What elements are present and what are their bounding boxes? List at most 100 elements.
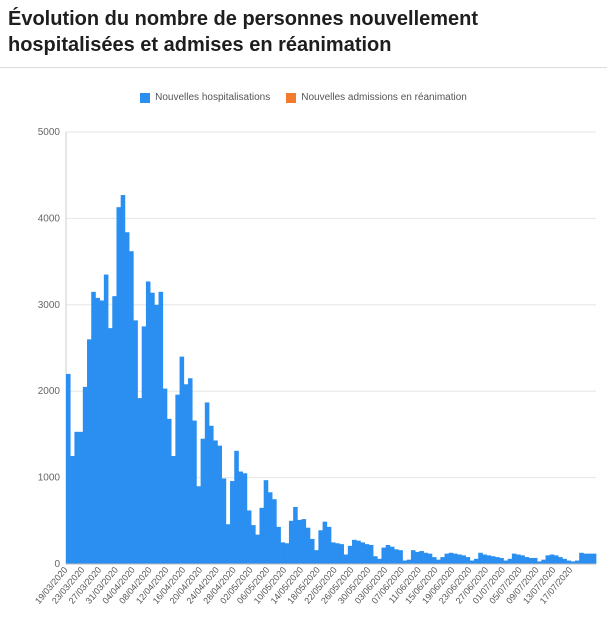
bar: [204, 402, 210, 564]
bar: [516, 554, 521, 564]
chart-title: Évolution du nombre de personnes nouvell…: [8, 6, 598, 58]
bar: [213, 440, 218, 564]
bar: [419, 551, 424, 564]
bar: [297, 519, 302, 564]
bar: [566, 560, 572, 564]
bar: [112, 296, 117, 564]
bar: [495, 557, 500, 564]
bar: [427, 553, 433, 564]
bar: [482, 554, 487, 564]
bar: [108, 328, 113, 564]
bar: [280, 542, 286, 564]
bar: [579, 552, 584, 564]
bar: [368, 544, 374, 564]
bar: [251, 525, 256, 564]
bar: [305, 527, 311, 564]
bar: [389, 546, 395, 564]
legend-swatch-reanimation: [286, 92, 297, 103]
bar: [242, 473, 248, 564]
bar: [272, 499, 277, 564]
bar: [339, 544, 344, 564]
bar: [398, 550, 403, 564]
chart-header: Évolution du nombre de personnes nouvell…: [0, 0, 607, 68]
bar: [74, 431, 79, 564]
bar: [133, 320, 138, 564]
bar: [402, 560, 408, 564]
bar: [532, 557, 538, 564]
bar: [124, 232, 130, 564]
bar: [154, 304, 159, 564]
bar: [293, 506, 298, 564]
bar: [520, 555, 525, 564]
bar: [209, 425, 214, 564]
bar: [503, 560, 509, 564]
bar: [230, 481, 235, 564]
bar: [120, 195, 126, 564]
bar: [116, 207, 122, 564]
bar: [66, 373, 71, 564]
legend-label-reanimation: Nouvelles admissions en réanimation: [301, 92, 467, 103]
bar: [524, 557, 530, 564]
bar: [499, 557, 504, 564]
bar: [541, 559, 546, 564]
bar: [373, 556, 378, 564]
bar: [457, 554, 462, 564]
bar: [196, 486, 201, 564]
bar: [162, 388, 168, 564]
y-tick-label: 3000: [38, 300, 61, 311]
bar: [318, 530, 323, 564]
bar: [444, 553, 450, 564]
bar: [360, 542, 366, 564]
bar: [343, 554, 349, 564]
bar: [352, 539, 357, 564]
bar: [99, 300, 105, 564]
bar: [82, 386, 88, 564]
bar: [145, 281, 151, 564]
bar: [406, 559, 412, 564]
bar: [87, 339, 92, 564]
bar: [192, 420, 197, 564]
y-tick-label: 0: [54, 559, 60, 570]
bar: [137, 398, 143, 564]
bar: [263, 480, 269, 564]
bar: [587, 553, 593, 564]
y-tick-label: 2000: [38, 386, 61, 397]
y-tick-label: 1000: [38, 473, 61, 484]
bar: [221, 478, 227, 564]
legend-item-reanimation[interactable]: Nouvelles admissions en réanimation: [286, 92, 467, 103]
bar: [309, 538, 315, 564]
bar: [158, 291, 164, 564]
bar: [474, 558, 479, 564]
bar: [335, 543, 340, 564]
bar: [465, 557, 471, 564]
bar: [558, 557, 563, 564]
bar: [431, 557, 437, 564]
bar: [347, 545, 353, 564]
bar: [377, 558, 382, 564]
bar: [95, 297, 101, 564]
bar: [217, 445, 222, 564]
bar: [322, 521, 328, 564]
bar: [423, 552, 429, 564]
bar: [469, 560, 475, 564]
bar: [528, 557, 534, 564]
bar: [183, 384, 189, 564]
bar: [187, 378, 193, 564]
bar: [171, 456, 176, 564]
chart-title-line2: hospitalisées et admises en réanimation: [8, 34, 392, 56]
bar: [301, 519, 307, 564]
bar: [461, 555, 466, 564]
legend-item-hospitalisations[interactable]: Nouvelles hospitalisations: [140, 92, 270, 103]
bar: [129, 251, 134, 564]
bar: [234, 450, 239, 564]
bar: [545, 555, 551, 564]
bar: [507, 558, 513, 564]
bar: [537, 561, 542, 564]
bar: [314, 550, 319, 564]
bar: [150, 292, 155, 564]
bar: [78, 431, 84, 564]
legend-label-hospitalisations: Nouvelles hospitalisations: [155, 92, 271, 103]
legend-swatch-hospitalisations: [140, 92, 151, 103]
y-tick-label: 5000: [38, 127, 61, 138]
bar: [255, 534, 260, 564]
